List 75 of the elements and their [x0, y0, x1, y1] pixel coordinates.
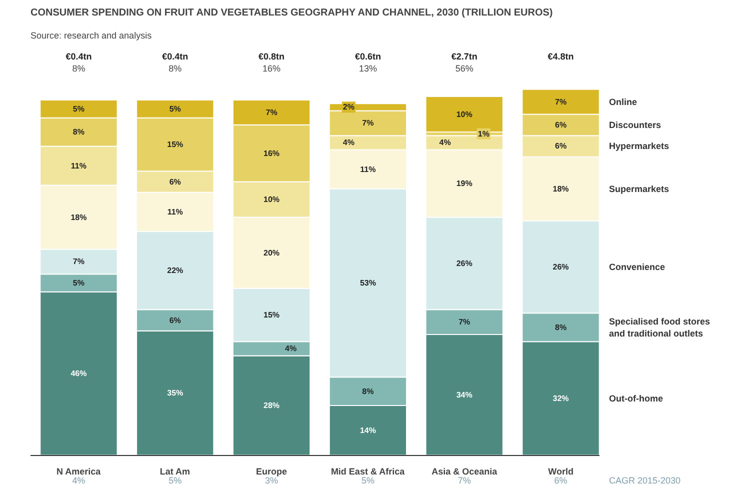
text: 13%	[358, 63, 377, 74]
data-label: 8%	[362, 386, 374, 396]
data-label: 6%	[554, 120, 567, 130]
x-tick-label: N America	[56, 466, 102, 476]
data-label: 18%	[552, 184, 569, 194]
data-label: 7%	[72, 257, 84, 266]
series-label: Online	[608, 96, 637, 107]
x-tick-label: World	[548, 466, 574, 476]
x-tick-label: Mid East & Africa	[330, 466, 406, 476]
text: 8%	[72, 63, 86, 74]
text: 16%	[262, 63, 281, 74]
series-label: Specialised food stores and traditional outlets	[608, 316, 710, 338]
data-label: 1%	[478, 129, 490, 138]
data-label: 5%	[72, 104, 84, 114]
text: 56%	[455, 63, 474, 74]
data-label: 6%	[169, 316, 181, 325]
data-label: 10%	[456, 110, 472, 119]
data-label: 20%	[264, 248, 280, 258]
series-label: Discounters	[608, 120, 661, 130]
data-label: 15%	[264, 310, 280, 320]
data-label: 26%	[456, 258, 472, 268]
data-label: 8%	[554, 322, 567, 332]
data-label: 6%	[554, 142, 567, 151]
data-label: 7%	[458, 318, 470, 327]
chart-subtitle: Source: research and analysis	[30, 30, 152, 40]
text: 7%	[458, 475, 471, 486]
chart-title: CONSUMER SPENDING ON FRUIT AND VEGETABLES GEOGRAPHY AND CHANNEL, 2030 (TRILLION EUROS)	[30, 8, 553, 18]
text: 5%	[361, 475, 374, 486]
data-label: 5%	[169, 104, 181, 114]
text: 3%	[265, 475, 278, 486]
data-label: 22%	[167, 266, 184, 276]
text: 8%	[168, 63, 182, 74]
data-label: 26%	[552, 262, 569, 272]
data-label: 11%	[70, 161, 86, 170]
text: €0.8tn	[258, 51, 285, 62]
data-label: 7%	[362, 118, 374, 128]
data-label: 18%	[70, 212, 87, 222]
data-label: 14%	[360, 426, 376, 435]
x-tick-label: Asia & Oceania	[432, 466, 498, 476]
text: CAGR 2015-2030	[608, 475, 681, 486]
text: 4%	[72, 475, 86, 486]
data-label: 53%	[360, 278, 376, 288]
series-label: Out-of-home	[608, 393, 663, 404]
series-label: Supermarkets	[608, 184, 670, 194]
text: €0.4tn	[162, 51, 188, 62]
data-label: 11%	[360, 164, 376, 174]
data-label: 16%	[264, 148, 280, 158]
data-label: 28%	[264, 401, 280, 410]
data-label: 7%	[266, 108, 278, 117]
data-label: 11%	[167, 207, 183, 216]
data-label: 32%	[552, 394, 569, 403]
x-tick-label: Lat Am	[160, 466, 190, 476]
data-label: 15%	[167, 140, 184, 149]
data-label: 6%	[169, 177, 181, 186]
text: €0.6tn	[354, 51, 381, 62]
data-label: 46%	[70, 369, 87, 378]
data-label: 4%	[439, 138, 451, 148]
data-label: 5%	[72, 278, 84, 288]
data-label: 4%	[285, 344, 297, 354]
data-label: 4%	[342, 138, 354, 148]
series-label: Hypermarkets	[608, 141, 670, 152]
data-label: 7%	[554, 97, 567, 106]
text: 5%	[168, 475, 182, 486]
text: €2.7tn	[451, 51, 478, 62]
text: €4.8tn	[548, 51, 574, 62]
series-label: Convenience	[608, 262, 666, 272]
x-tick-label: Europe	[256, 466, 288, 476]
data-label: 10%	[264, 195, 280, 204]
text: 6%	[554, 475, 568, 486]
data-label: 2%	[342, 102, 354, 112]
data-label: 34%	[456, 390, 472, 400]
data-label: 19%	[456, 179, 472, 188]
data-label: 35%	[167, 388, 184, 398]
data-label: 8%	[72, 128, 84, 137]
text: €0.4tn	[66, 51, 92, 62]
